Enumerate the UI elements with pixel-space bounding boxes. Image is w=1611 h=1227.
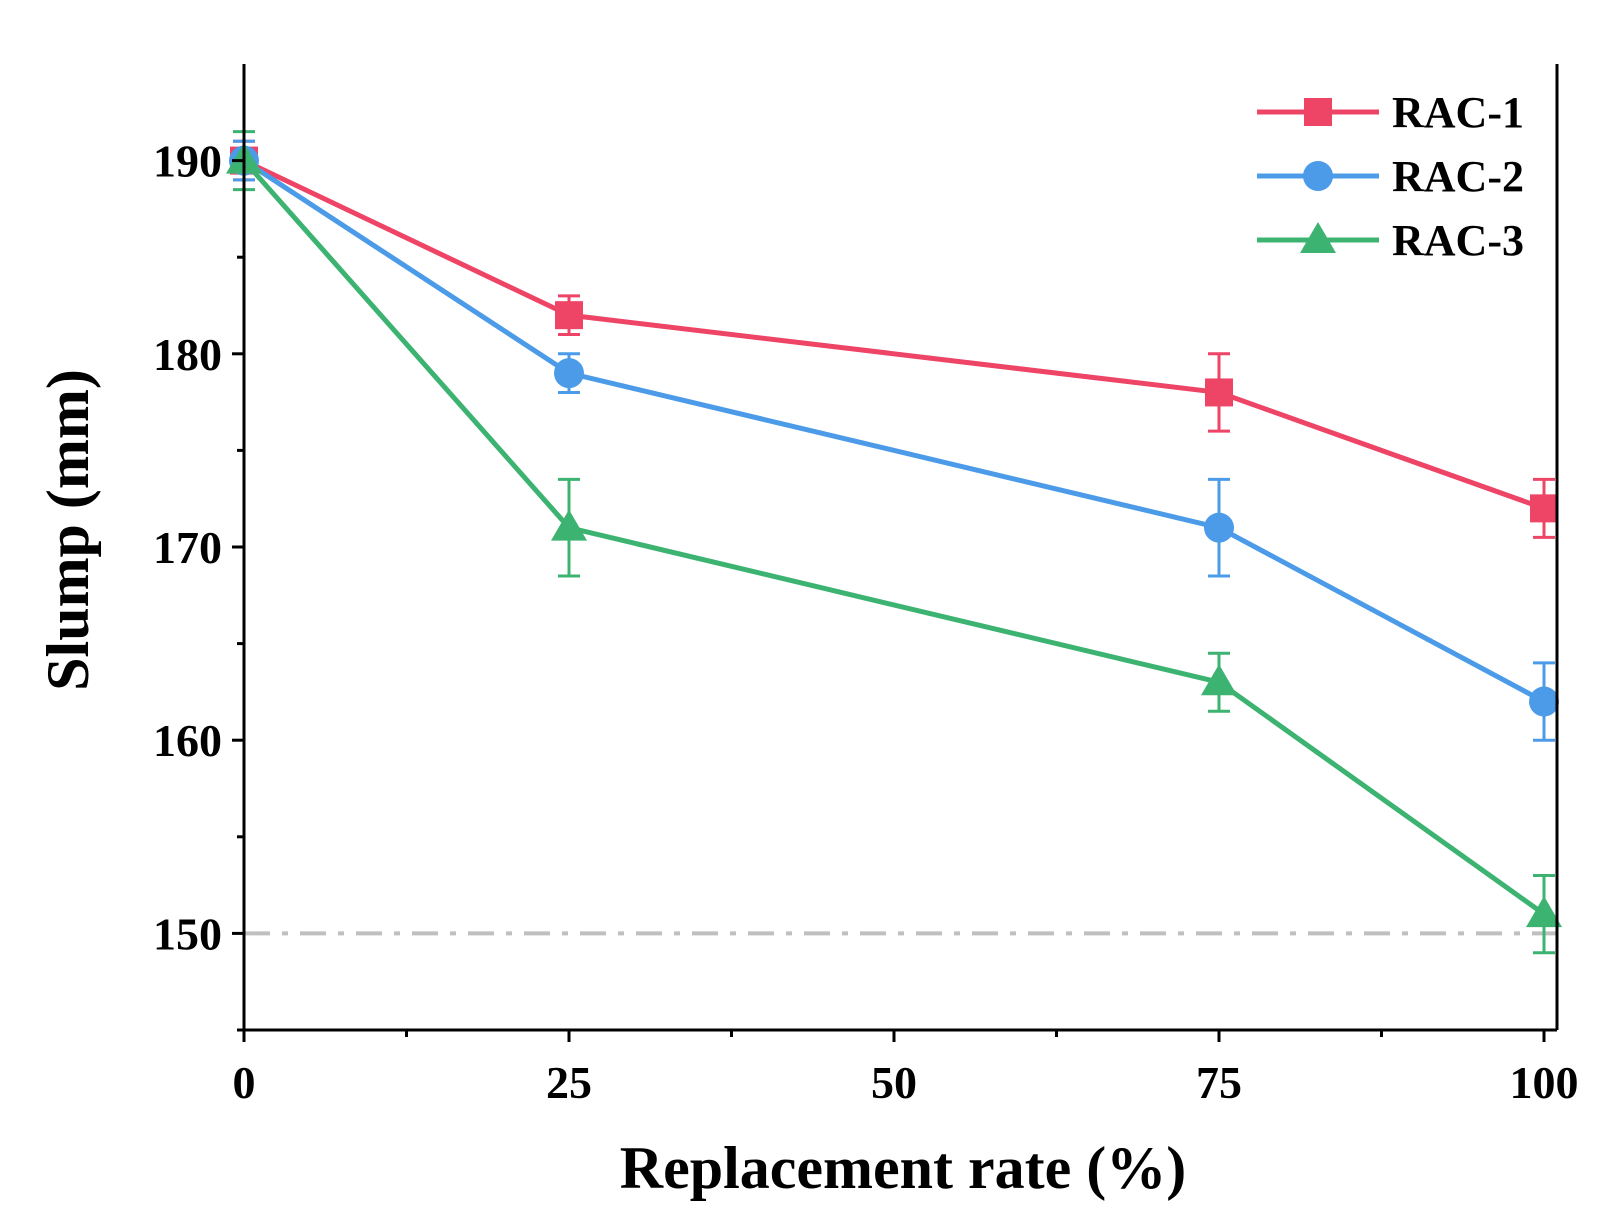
x-tick-label-25: 25 bbox=[546, 1057, 592, 1108]
x-tick-label-50: 50 bbox=[871, 1057, 917, 1108]
legend-marker-rac-3 bbox=[1300, 222, 1336, 253]
rac-3-point-100 bbox=[1526, 896, 1562, 928]
legend-label-rac-1: RAC-1 bbox=[1392, 88, 1524, 137]
y-tick-label-180: 180 bbox=[153, 329, 222, 380]
legend-label-rac-3: RAC-3 bbox=[1392, 216, 1524, 265]
legend: RAC-1 RAC-2 RAC-3 bbox=[1257, 88, 1524, 265]
legend-item-rac-1: RAC-1 bbox=[1257, 88, 1524, 137]
y-tick-label-160: 160 bbox=[153, 715, 222, 766]
rac-2-point-100 bbox=[1529, 686, 1559, 717]
rac-3-line bbox=[242, 158, 1546, 917]
series-group bbox=[226, 130, 1562, 955]
rac-1-point-75 bbox=[1205, 378, 1233, 407]
legend-label-rac-2: RAC-2 bbox=[1392, 152, 1524, 201]
rac-2-point-25 bbox=[554, 358, 584, 389]
y-axis-title: Slump (mm) bbox=[35, 369, 101, 691]
legend-marker-rac-1 bbox=[1304, 98, 1332, 126]
y-tick-label-170: 170 bbox=[153, 522, 222, 573]
legend-marker-rac-2 bbox=[1303, 161, 1333, 191]
rac-3-point-25 bbox=[551, 509, 587, 541]
rac-1-point-100 bbox=[1530, 494, 1558, 523]
series-rac-1 bbox=[230, 139, 1558, 539]
rac-1-point-25 bbox=[555, 301, 583, 330]
y-tick-label-150: 150 bbox=[153, 908, 222, 959]
rac-2-point-75 bbox=[1204, 512, 1234, 543]
rac-3-point-75 bbox=[1201, 664, 1237, 696]
rac-1-line bbox=[242, 158, 1545, 511]
x-tick-label-75: 75 bbox=[1196, 1057, 1242, 1108]
x-axis-title: Replacement rate (%) bbox=[620, 1135, 1186, 1201]
x-tick-label-100: 100 bbox=[1510, 1057, 1579, 1108]
rac-2-line bbox=[242, 158, 1546, 704]
legend-item-rac-2: RAC-2 bbox=[1257, 152, 1524, 201]
series-rac-2 bbox=[229, 139, 1559, 742]
axes-group: 150 160 170 180 190 0 25 50 75 100 bbox=[153, 64, 1579, 1108]
legend-item-rac-3: RAC-3 bbox=[1257, 216, 1524, 265]
series-rac-3 bbox=[226, 130, 1562, 955]
y-tick-label-190: 190 bbox=[153, 136, 222, 187]
x-tick-label-0: 0 bbox=[233, 1057, 256, 1108]
